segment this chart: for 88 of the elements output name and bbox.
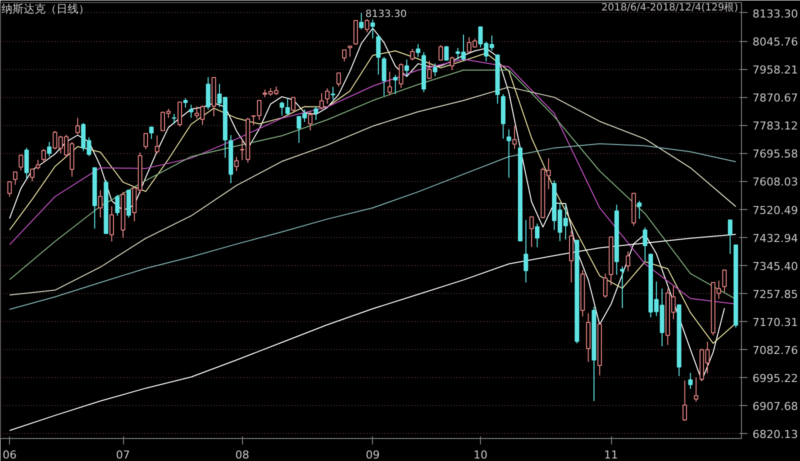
y-tick-label: 6907.68 — [752, 400, 798, 414]
candlestick — [637, 200, 642, 220]
candlestick — [694, 377, 698, 402]
candlestick — [353, 20, 358, 46]
candlestick — [336, 72, 341, 87]
y-tick-label: 7257.85 — [752, 288, 798, 301]
candlestick — [36, 159, 40, 170]
y-tick-label: 7345.40 — [752, 260, 798, 273]
candlestick — [75, 117, 80, 135]
candlestick — [506, 128, 512, 178]
candlestick — [154, 134, 160, 154]
y-tick-label: 7695.58 — [752, 148, 798, 161]
candlestick — [534, 223, 540, 248]
candlestick — [393, 74, 398, 95]
line-series — [9, 143, 736, 310]
x-tick-label: 07 — [116, 448, 130, 461]
candlestick — [24, 147, 29, 179]
candlestick — [722, 269, 727, 293]
candlestick — [18, 154, 24, 171]
candlestick — [47, 141, 52, 158]
candlestick — [512, 125, 517, 150]
candlestick — [410, 48, 415, 61]
candlestick — [109, 206, 114, 242]
candlestick — [404, 59, 410, 76]
y-tick-label: 6995.22 — [752, 372, 798, 386]
candlestick — [319, 92, 324, 110]
y-tick-label: 7520.49 — [752, 204, 798, 217]
candlestick — [41, 148, 46, 164]
x-tick-label: 06 — [2, 448, 17, 461]
candlestick — [728, 220, 732, 254]
x-tick-label: 10 — [474, 448, 488, 461]
candlestick — [438, 44, 444, 61]
y-tick-label: 8133.30 — [752, 7, 798, 20]
candlestick — [382, 56, 386, 96]
candlestick — [398, 62, 404, 89]
y-tick-label: 6820.13 — [752, 428, 798, 442]
candlestick — [178, 100, 182, 127]
candlestick — [325, 88, 330, 104]
candlestick — [529, 216, 534, 248]
y-tick-label: 7170.31 — [752, 316, 798, 329]
y-tick-label: 7608.03 — [752, 176, 798, 189]
y-tick-label: 7082.76 — [752, 344, 798, 358]
candlestick — [30, 168, 35, 182]
candlestick — [620, 266, 625, 309]
candlestick — [314, 106, 318, 121]
x-tick-label: 11 — [604, 448, 618, 461]
annotation: 2018/6/4-2018/12/4(129根) — [601, 2, 738, 14]
candlestick — [348, 46, 352, 58]
candlestick — [143, 133, 148, 150]
candlestick — [642, 226, 648, 262]
candlestick — [308, 110, 313, 131]
candlestick — [364, 18, 370, 33]
candlestick — [370, 18, 375, 39]
candlestick — [626, 250, 630, 272]
candlestick — [115, 194, 120, 216]
candlestick — [359, 12, 364, 30]
candlestick — [172, 113, 176, 124]
y-tick-label: 7870.67 — [752, 92, 798, 105]
candlestick — [432, 62, 438, 77]
candlestick — [183, 98, 188, 108]
candlestick — [291, 96, 296, 112]
candlestick — [387, 71, 392, 96]
y-tick-label: 7783.12 — [752, 120, 798, 133]
candlestick — [330, 86, 336, 100]
candlestick — [427, 60, 432, 80]
candlestick — [524, 220, 528, 283]
y-tick-label: 8045.76 — [752, 36, 798, 49]
candlestick — [444, 46, 449, 61]
candlestick — [376, 34, 381, 76]
chart-title: 纳斯达克（日线） — [2, 2, 90, 16]
candlestick — [682, 380, 688, 422]
x-tick-label: 08 — [235, 448, 250, 461]
y-tick-label: 7432.94 — [752, 232, 798, 245]
candlestick — [450, 56, 454, 71]
candlestick — [688, 372, 693, 390]
candlestick — [342, 49, 347, 62]
annotation: 8133.30 — [365, 8, 407, 20]
candlestick — [416, 44, 420, 58]
y-tick-label: 7958.21 — [752, 64, 798, 77]
candlestick — [149, 126, 154, 140]
x-tick-label: 09 — [366, 448, 380, 461]
candlestick — [206, 76, 210, 110]
candlestick — [98, 190, 103, 218]
candlestick — [234, 156, 239, 172]
candlestick — [7, 180, 12, 198]
candlestick — [12, 171, 18, 186]
candlestick — [603, 273, 608, 298]
candlestick — [188, 104, 194, 118]
